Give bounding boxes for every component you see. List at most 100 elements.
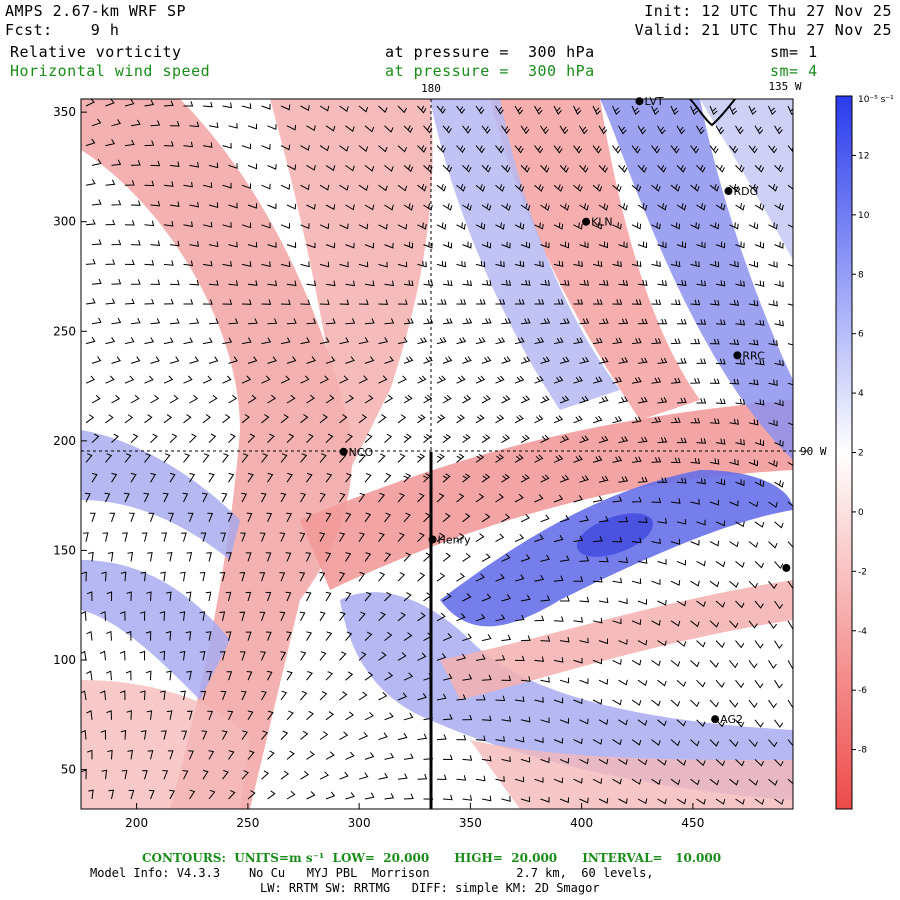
wind-barb — [598, 318, 609, 325]
wind-barb — [378, 611, 386, 622]
wind-barb — [520, 594, 531, 602]
wind-barb — [280, 453, 288, 463]
wind-barb — [339, 223, 349, 230]
wind-barb — [520, 434, 530, 444]
wind-barb — [144, 140, 155, 147]
wind-barb — [403, 356, 414, 364]
wind-barb — [247, 750, 255, 760]
wind-barb — [501, 634, 512, 642]
wind-barb — [481, 434, 491, 444]
wind-barb — [637, 164, 647, 173]
wind-barb — [729, 620, 739, 629]
wind-barb — [612, 222, 622, 230]
wind-barb — [105, 670, 112, 681]
wind-barb — [748, 105, 757, 116]
wind-barb — [306, 631, 312, 641]
wind-barb — [423, 394, 433, 404]
wind-barb — [339, 337, 350, 345]
station-label: KLN — [591, 216, 613, 229]
wind-barb — [423, 164, 433, 173]
wind-barb — [774, 600, 784, 610]
wind-barb — [442, 632, 453, 642]
wind-barb — [501, 513, 511, 523]
wind-barb — [280, 375, 291, 384]
wind-barb — [553, 337, 564, 345]
wind-barb — [261, 299, 272, 305]
wind-barb — [456, 145, 466, 154]
wind-barb — [631, 105, 640, 116]
station-dot — [428, 535, 437, 544]
wind-barb — [690, 539, 700, 546]
wind-barb — [417, 414, 426, 424]
wind-barb — [690, 105, 699, 116]
wind-barb — [696, 719, 706, 728]
wind-barb — [120, 571, 127, 582]
station-label: RDG — [733, 185, 758, 198]
wind-barb — [573, 337, 584, 345]
wind-barb — [148, 789, 155, 800]
wind-barb — [520, 796, 531, 803]
wind-barb — [222, 299, 233, 305]
wind-barb — [228, 472, 235, 483]
wind-barb — [690, 499, 700, 505]
wind-barb — [142, 770, 148, 780]
wind-barb — [748, 501, 759, 508]
wind-barb — [105, 259, 116, 265]
wind-barb — [325, 242, 336, 249]
wind-barb — [729, 105, 738, 116]
wind-barb — [715, 125, 725, 135]
wind-barb — [794, 720, 802, 727]
wind-barb — [754, 640, 764, 649]
wind-barb — [384, 280, 395, 287]
wind-barb — [748, 145, 758, 154]
wind-barb — [222, 102, 233, 109]
wind-barb — [598, 241, 608, 249]
x-tick-label: 300 — [348, 816, 371, 830]
wind-barb — [247, 203, 258, 209]
wind-barb — [180, 571, 186, 582]
wind-barb — [130, 472, 137, 483]
wind-barb — [208, 472, 215, 483]
wind-barb — [300, 261, 310, 268]
wind-barb — [501, 203, 511, 211]
wind-barb — [166, 591, 172, 602]
wind-barb — [247, 710, 254, 721]
wind-barb — [299, 532, 306, 542]
wind-barb — [540, 595, 551, 602]
wind-barb — [729, 418, 740, 425]
wind-barb — [81, 650, 87, 661]
wind-barb — [768, 739, 778, 748]
wind-barb — [319, 105, 330, 112]
wind-barb — [286, 203, 297, 210]
wind-barb — [709, 739, 720, 747]
wind-barb — [85, 375, 96, 384]
wind-barb — [631, 337, 642, 345]
contours-info: CONTOURS: UNITS=m s⁻¹ LOW= 20.000 HIGH= … — [142, 851, 722, 865]
wind-barb — [319, 651, 327, 661]
wind-barb — [631, 699, 642, 706]
wind-barb — [748, 419, 759, 426]
wind-barb — [107, 749, 113, 760]
wind-barb — [226, 671, 233, 681]
station-label: Henry — [438, 533, 472, 546]
wind-barb — [442, 164, 453, 173]
wind-barb — [553, 616, 564, 622]
wind-barb — [501, 356, 511, 364]
wind-barb — [358, 731, 369, 741]
wind-barb — [514, 184, 525, 192]
wind-barb — [183, 181, 193, 188]
wind-barb — [384, 672, 394, 681]
wind-barb — [384, 394, 394, 404]
y-tick-label: 350 — [53, 105, 76, 119]
wind-barb — [85, 99, 95, 107]
wind-barb — [163, 414, 173, 424]
wind-barb — [729, 699, 739, 708]
wind-barb — [127, 551, 134, 562]
wind-barb — [768, 339, 778, 346]
wind-barb — [514, 375, 525, 384]
wind-barb — [709, 222, 720, 230]
wind-barb — [592, 415, 603, 424]
wind-barb — [111, 199, 122, 206]
y-tick-label: 200 — [53, 434, 76, 448]
wind-barb — [111, 159, 122, 166]
